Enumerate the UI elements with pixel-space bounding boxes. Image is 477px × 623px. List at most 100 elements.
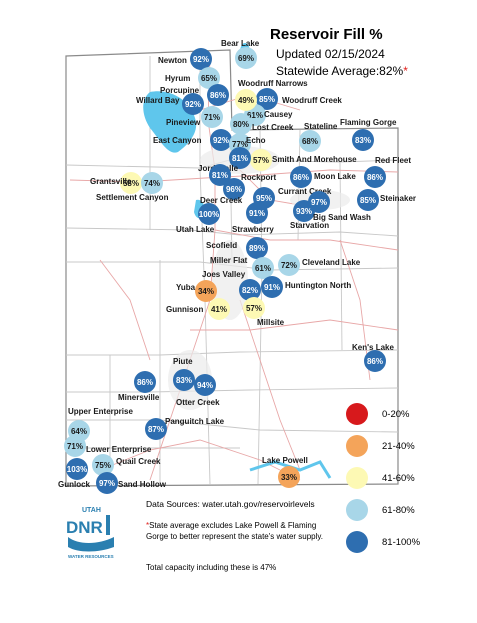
reservoir-dot	[246, 237, 268, 259]
reservoir-pct: 57%	[246, 304, 262, 313]
reservoir-label-lower-enterprise: Lower Enterprise	[86, 445, 152, 454]
reservoir-pct: 58%	[123, 179, 139, 188]
reservoir-dot	[92, 454, 114, 476]
reservoir-label-scofield: Scofield	[206, 241, 237, 250]
reservoir-dot	[357, 189, 379, 211]
reservoir-label-hyrum: Hyrum	[165, 74, 190, 83]
reservoir-pct: 83%	[176, 376, 192, 385]
reservoir-label-joes-valley: Joes Valley	[202, 270, 246, 279]
reservoir-dot	[201, 106, 223, 128]
reservoir-dot	[209, 164, 231, 186]
reservoir-label-moon-lake: Moon Lake	[314, 172, 356, 181]
statewide-average: Statewide Average:82%*	[276, 64, 408, 78]
reservoir-pct: 61%	[255, 264, 271, 273]
reservoir-pct: 83%	[355, 136, 371, 145]
legend-swatch	[346, 499, 368, 521]
reservoir-dot	[308, 191, 330, 213]
reservoir-pct: 34%	[198, 287, 214, 296]
legend-swatch	[346, 467, 368, 489]
reservoir-dot	[66, 458, 88, 480]
reservoir-marker-willard-bay: 92%	[182, 93, 204, 115]
logo-bottom-text: WATER RESOURCES	[68, 554, 114, 559]
reservoir-dot	[239, 279, 261, 301]
reservoir-pct: 69%	[238, 54, 254, 63]
footnote-text: State average excludes Lake Powell & Fla…	[146, 521, 324, 541]
reservoir-pct: 100%	[199, 210, 219, 219]
reservoir-marker-stateline: 68%	[299, 130, 321, 152]
legend-item: 81-100%	[346, 531, 420, 553]
legend-label: 61-80%	[382, 504, 415, 516]
reservoir-dot	[195, 280, 217, 302]
reservoir-marker-cleveland-lake: 72%	[278, 254, 300, 276]
lake-powell-shape	[249, 460, 332, 479]
reservoir-marker-pineview: 71%	[201, 106, 223, 128]
reservoir-marker-bear-lake: 69%	[235, 47, 257, 69]
reservoir-dot	[235, 47, 257, 69]
reservoir-pct: 72%	[281, 261, 297, 270]
footnote-asterisk: *	[146, 521, 150, 530]
dnr-logo: UTAH DNR WATER RESOURCES	[58, 501, 124, 561]
reservoir-marker-woodruff-creek: 85%	[256, 88, 278, 110]
reservoir-dot	[207, 84, 229, 106]
reservoir-label-millsite: Millsite	[257, 318, 285, 327]
reservoir-pct: 75%	[95, 461, 111, 470]
reservoir-marker-panguitch-lake: 87%	[145, 418, 167, 440]
reservoir-markers: 69% Bear Lake 92% Newton 65% Hyrum Woodruff Na…	[58, 39, 416, 494]
reservoir-label-huntington-north: Huntington North	[285, 281, 351, 290]
reservoir-marker-utah-lake: 100%	[198, 203, 220, 225]
reservoir-pct: 80%	[233, 120, 249, 129]
reservoir-dot	[223, 178, 245, 200]
reservoir-pct: 86%	[367, 173, 383, 182]
reservoir-marker-big-sand-wash: 97%	[308, 191, 330, 213]
reservoir-label-quail-creek: Quail Creek	[116, 457, 161, 466]
reservoir-marker-jordanelle: 81%	[229, 147, 251, 169]
reservoir-dot	[256, 88, 278, 110]
reservoir-marker-piute: 83%	[173, 369, 195, 391]
reservoir-label-starvation: Starvation	[290, 221, 329, 230]
reservoir-pct: 71%	[67, 442, 83, 451]
reservoir-marker-millsite: 57%	[243, 297, 265, 319]
reservoir-marker-settlement-canyon: 74%	[141, 172, 163, 194]
reservoir-pct: 81%	[232, 154, 248, 163]
reservoir-marker-rockport: 81%	[209, 164, 231, 186]
reservoir-dot	[229, 147, 251, 169]
reservoir-dot	[145, 418, 167, 440]
reservoir-pct: 64%	[71, 427, 87, 436]
reservoir-pct: 82%	[242, 286, 258, 295]
reservoir-pct: 41%	[211, 305, 227, 314]
reservoir-dot	[299, 130, 321, 152]
reservoir-marker-lost-creek: 80%	[230, 113, 252, 135]
reservoir-label-ken-s-lake: Ken's Lake	[352, 343, 394, 352]
reservoir-pct: 92%	[213, 136, 229, 145]
statewide-average-text: Statewide Average:82%	[276, 64, 404, 78]
reservoir-label-currant-creek: Currant Creek	[278, 187, 332, 196]
reservoir-label-big-sand-wash: Big Sand Wash	[313, 213, 371, 222]
reservoir-dot	[210, 129, 232, 151]
reservoir-pct: 96%	[226, 185, 242, 194]
map-title: Reservoir Fill %	[270, 26, 383, 43]
reservoir-marker-moon-lake: 86%	[290, 166, 312, 188]
reservoir-dot	[261, 276, 283, 298]
reservoir-marker-minersville: 86%	[134, 371, 156, 393]
statewide-asterisk: *	[403, 64, 408, 78]
reservoir-label-woodruff-narrows: Woodruff Narrows	[238, 79, 308, 88]
updated-date: Updated 02/15/2024	[276, 47, 385, 61]
reservoir-label-echo: Echo	[246, 136, 266, 145]
reservoir-label-red-fleet: Red Fleet	[375, 156, 411, 165]
reservoir-dot	[230, 113, 252, 135]
reservoir-label-bear-lake: Bear Lake	[221, 39, 260, 48]
reservoir-label-sand-hollow: Sand Hollow	[118, 480, 167, 489]
reservoir-dot	[190, 48, 212, 70]
reservoir-pct: 92%	[193, 55, 209, 64]
reservoir-marker-joes-valley: 82%	[239, 279, 261, 301]
reservoir-dot	[141, 172, 163, 194]
reservoir-pct: 71%	[204, 113, 220, 122]
reservoir-pct: 86%	[137, 378, 153, 387]
legend-item: 41-60%	[346, 467, 415, 489]
legend-label: 41-60%	[382, 472, 415, 484]
reservoir-label-causey: Causey	[264, 110, 293, 119]
reservoir-label-east-canyon: East Canyon	[153, 136, 202, 145]
reservoir-pct: 61%	[247, 111, 263, 120]
reservoir-label-lake-powell: Lake Powell	[262, 456, 308, 465]
